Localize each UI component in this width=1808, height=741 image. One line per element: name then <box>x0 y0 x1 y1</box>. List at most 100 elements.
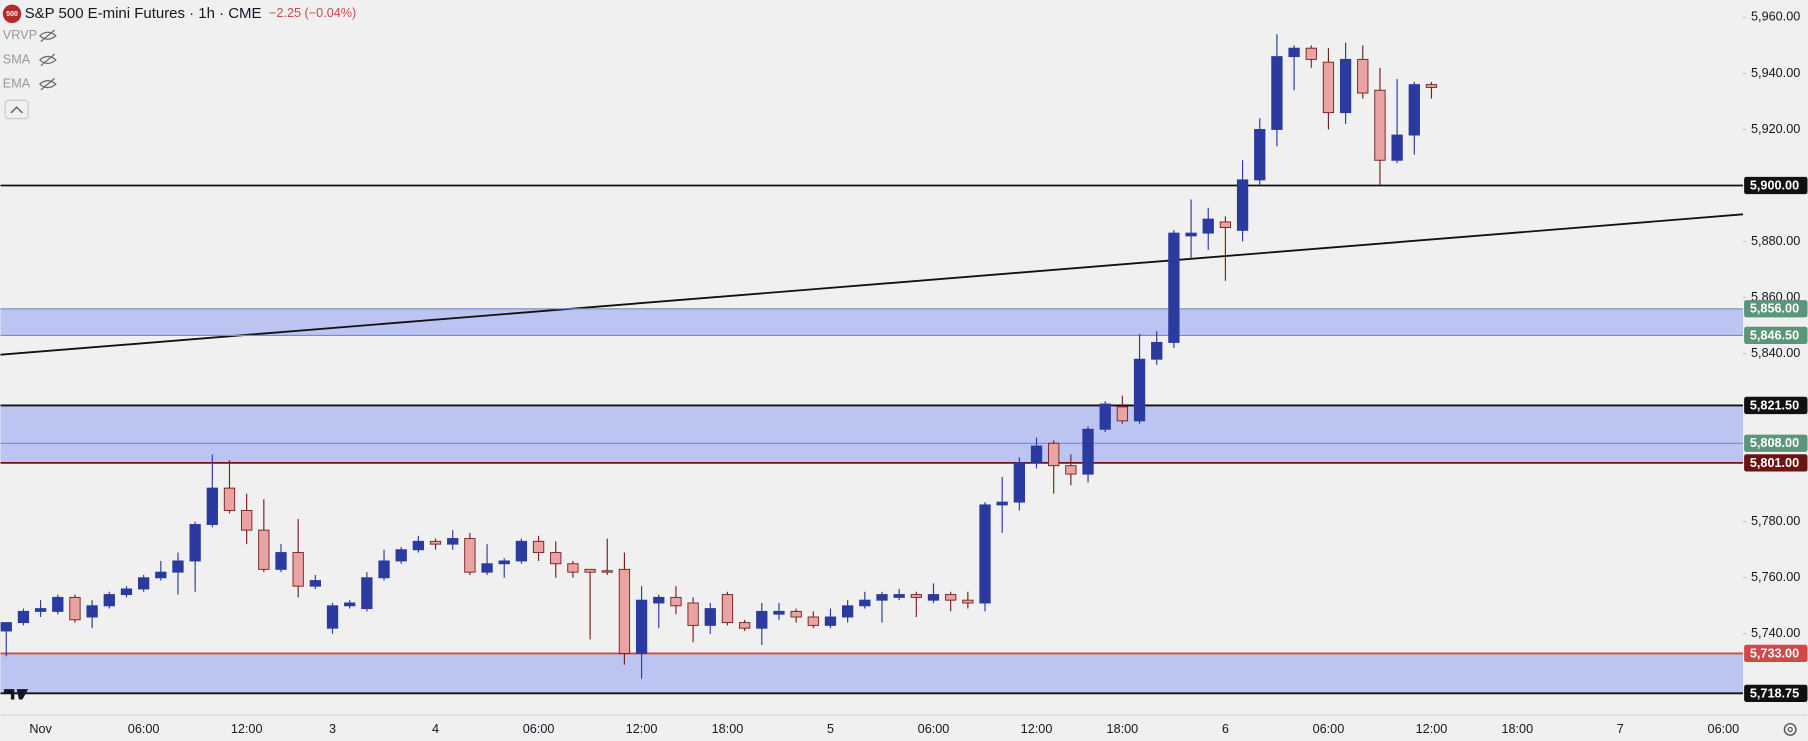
x-tick-label: 06:00 <box>1708 722 1740 736</box>
x-tick-label: 4 <box>432 722 439 736</box>
candle-body <box>1391 134 1403 161</box>
candle-body <box>412 540 425 551</box>
candle-body <box>635 599 648 654</box>
candle-body <box>1357 58 1369 94</box>
level-label-box <box>1744 684 1808 702</box>
candle-body <box>292 552 304 587</box>
candle-body <box>1168 232 1180 343</box>
y-tick-label: 5,960.00 <box>1751 10 1800 24</box>
candle-body <box>738 622 751 629</box>
level-label-box <box>1744 454 1808 472</box>
level-label: 5,808.00 <box>1750 436 1799 450</box>
logo <box>3 689 29 700</box>
x-tick-label: 18:00 <box>1107 722 1139 736</box>
candle-body <box>1288 47 1300 58</box>
candle-body <box>618 568 631 654</box>
x-tick-label: 12:00 <box>1416 722 1448 736</box>
zone <box>0 308 1743 336</box>
candle-body <box>0 622 12 632</box>
candle-body <box>447 538 459 545</box>
collapse-icon <box>10 106 23 114</box>
candle-body <box>1425 84 1438 88</box>
level-label: 5,801.00 <box>1750 456 1799 470</box>
candle-body <box>1254 128 1266 181</box>
indicator-label: SMA <box>3 52 31 66</box>
candle-body <box>532 540 545 554</box>
candle-body <box>258 529 270 570</box>
candle-body <box>498 560 510 565</box>
candle-body <box>69 596 81 621</box>
candle-body <box>206 487 218 525</box>
candle-body <box>1236 179 1249 231</box>
candle-body <box>189 524 201 562</box>
candle-body <box>1339 58 1352 114</box>
x-tick-label: 7 <box>1617 722 1624 736</box>
candle-body <box>773 610 785 615</box>
candle-body <box>1271 56 1283 130</box>
candle-body <box>155 571 167 579</box>
level-label: 5,821.50 <box>1750 398 1799 412</box>
candle-body <box>1219 221 1232 228</box>
candles <box>0 34 1438 679</box>
candle-body <box>1116 406 1129 422</box>
candle-body <box>584 568 596 573</box>
candle-body <box>481 563 493 573</box>
level-label-box <box>1744 326 1808 345</box>
candle-body <box>378 560 390 579</box>
candle-body <box>721 594 734 624</box>
candle-body <box>653 596 665 604</box>
axes: 5,740.005,760.005,780.005,840.005,860.00… <box>29 10 1808 736</box>
x-tick-label: 12:00 <box>1021 722 1053 736</box>
candle-body <box>1322 61 1335 114</box>
candle-body <box>876 594 888 601</box>
candle-body <box>979 504 991 604</box>
candle-body <box>704 608 716 626</box>
price-change: −2.25 (−0.04%) <box>269 6 356 20</box>
y-tick-label: 5,880.00 <box>1751 234 1800 248</box>
candle-body <box>824 616 837 626</box>
candle-body <box>927 594 940 601</box>
candle-body <box>1065 465 1077 475</box>
x-tick-label: 06:00 <box>1313 722 1345 736</box>
x-tick-label: 06:00 <box>523 722 555 736</box>
collapse-button[interactable] <box>4 99 29 120</box>
hidden-eye-icon <box>39 29 57 42</box>
candle-body <box>86 605 98 618</box>
x-tick-label: 6 <box>1222 722 1229 736</box>
x-tick-label: 3 <box>329 722 336 736</box>
candle-body <box>52 596 64 612</box>
hidden-eye-icon <box>39 77 57 91</box>
x-tick-label: 06:00 <box>128 722 160 736</box>
candle-body <box>1082 428 1094 475</box>
candle-body <box>807 616 819 626</box>
candle-body <box>1151 341 1163 360</box>
candle-body <box>945 594 957 601</box>
y-tick-label: 5,920.00 <box>1751 122 1800 136</box>
candle-body <box>309 580 321 587</box>
candle-body <box>756 610 768 629</box>
candle-body <box>137 577 150 590</box>
y-tick-label: 5,940.00 <box>1751 66 1800 80</box>
level-label: 5,733.00 <box>1750 646 1799 660</box>
level-label: 5,718.75 <box>1750 686 1799 700</box>
candle-body <box>172 560 184 573</box>
candle-body <box>464 538 476 573</box>
y-tick-label: 5,840.00 <box>1751 346 1800 360</box>
x-tick-label: 06:00 <box>918 722 950 736</box>
x-tick-label: 12:00 <box>231 722 263 736</box>
zones <box>0 308 1743 694</box>
levels <box>0 184 1744 695</box>
candle-body <box>275 552 287 570</box>
indicator-label: VRVP <box>3 28 37 42</box>
settings-icon[interactable] <box>1783 723 1797 736</box>
candle-body <box>601 570 613 573</box>
indicator-label: EMA <box>3 76 31 90</box>
x-tick-label: 18:00 <box>1501 722 1533 736</box>
candle-body <box>1374 89 1386 161</box>
candle-body <box>1048 442 1060 467</box>
candle-body <box>1013 462 1026 503</box>
x-tick-label: 12:00 <box>626 722 658 736</box>
candle-body <box>1099 403 1111 430</box>
